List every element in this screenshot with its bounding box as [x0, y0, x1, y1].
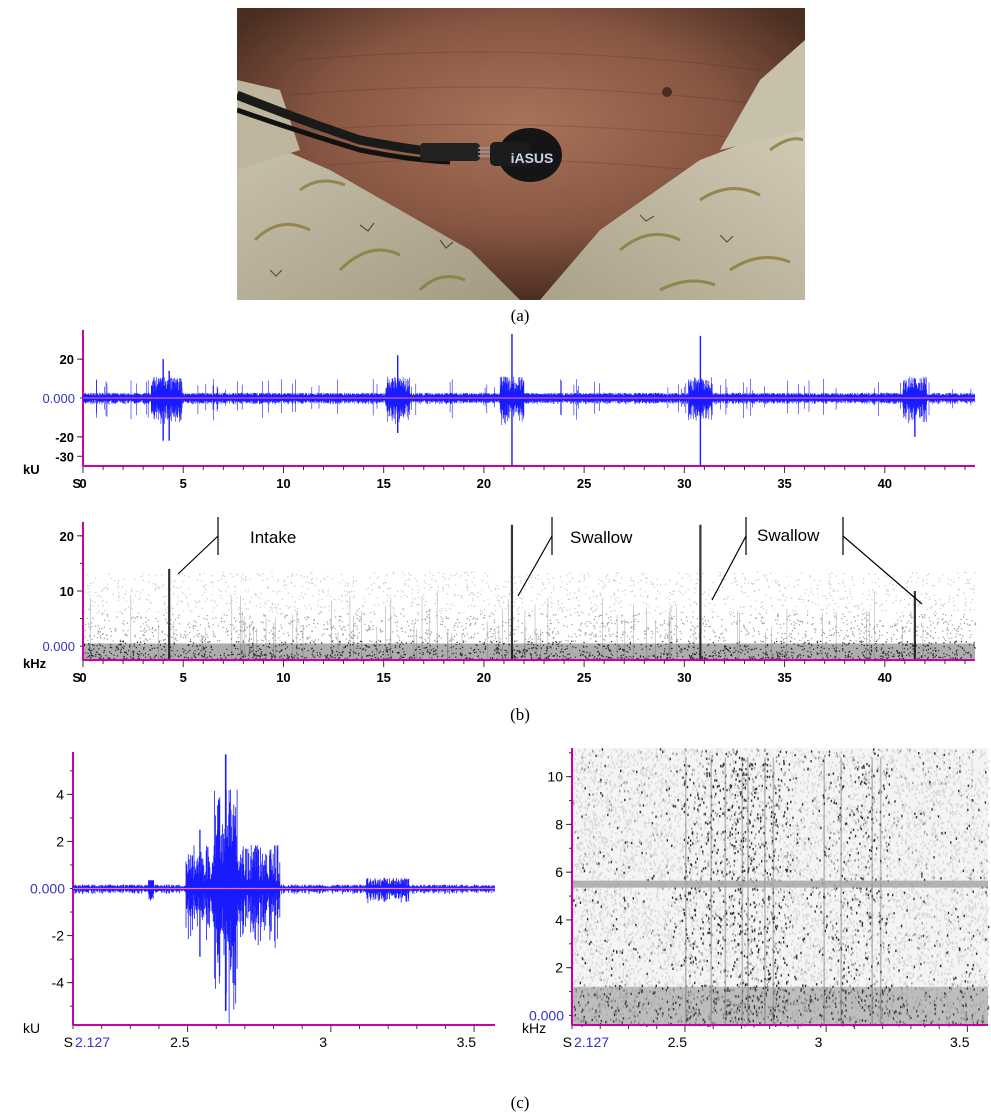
x-tick-label: 3: [319, 1034, 327, 1050]
x-tick-label: 15: [376, 476, 390, 491]
x-tick-label: 30: [677, 670, 691, 685]
x-axis-label: S: [64, 1034, 73, 1050]
x-tick-label: 25: [577, 670, 591, 685]
x-tick-label: 10: [276, 476, 290, 491]
cable-connector: [420, 143, 480, 161]
y-tick-label: 2: [555, 960, 563, 976]
spectrogram-chart-c: 2.5 3 3.5 S 2.127 kHz 10 8 6 4 2 0.000: [522, 748, 990, 1050]
x-tick-label: 3: [815, 1034, 823, 1050]
sensor-neck: [490, 142, 530, 166]
x-tick-label: 5: [180, 476, 187, 491]
y-axis-label: kHz: [23, 656, 47, 671]
annotation-leader: [711, 535, 747, 601]
x-tick-label: 3.5: [457, 1034, 477, 1050]
spectrogram-noise-mid: [84, 613, 977, 642]
x-tick-label: 2.5: [668, 1034, 688, 1050]
waveform-trace: [82, 376, 975, 425]
caption-a: (a): [511, 306, 530, 325]
y-tick-label: -30: [55, 449, 74, 464]
y-tick-label: 6: [555, 864, 563, 880]
y-tick-label: 4: [555, 912, 563, 928]
x-tick-label: 40: [878, 476, 892, 491]
shirt-ink-marks: [269, 214, 734, 277]
y-tick-label: 4: [56, 786, 64, 802]
annotation-label: Swallow: [757, 526, 820, 545]
annotation-leader: [517, 535, 553, 597]
x-axis-label: S: [563, 1034, 572, 1050]
y-tick-label: 8: [555, 816, 563, 832]
caption-b: (b): [510, 705, 530, 724]
waveform-chart-c: 2.5 3 3.5 S 2.127 kU 4 2 -2 -4 0.000: [23, 752, 495, 1050]
y-tick-label: 20: [60, 529, 74, 544]
y-axis-label: kU: [23, 1020, 40, 1036]
x-tick-label: 15: [376, 670, 390, 685]
x-tick-label: 20: [477, 670, 491, 685]
y-axis-label: kU: [23, 462, 40, 477]
x-tick-label: 5: [180, 670, 187, 685]
spectrogram-grain-mid: [572, 748, 990, 1028]
zero-label: 0.000: [30, 881, 65, 897]
waveform-trace: [72, 789, 495, 1024]
x-tick-label: 40: [878, 670, 892, 685]
y-tick-label: -2: [52, 928, 65, 944]
photo-panel: iASUS: [237, 8, 805, 300]
x-tick-label: 10: [276, 670, 290, 685]
x-tick-label: 30: [677, 476, 691, 491]
shirt-collar-right-top: [720, 40, 805, 150]
y-tick-label: 10: [547, 769, 563, 785]
x-axis-label: S: [72, 476, 81, 491]
sensor-logo: iASUS: [511, 150, 554, 166]
waveform-chart-b: 0 5 10 15 20 25 30 35 40 SkU 20 -20 -30 0.000: [23, 330, 975, 491]
annotation-label: Intake: [250, 528, 296, 547]
caption-c: (c): [511, 1093, 530, 1112]
y-axis-label: kHz: [522, 1020, 546, 1036]
y-tick-label: -20: [55, 430, 74, 445]
zero-label: 0.000: [529, 1007, 564, 1023]
y-tick-label: 2: [56, 833, 64, 849]
shirt-pattern: [253, 137, 804, 292]
x-start-label: 2.127: [75, 1034, 110, 1050]
y-tick-label: 20: [60, 352, 74, 367]
spectrogram-low-band: [572, 986, 988, 1025]
x-axis-label: S: [72, 670, 81, 685]
spectrogram-low-band: [83, 643, 975, 660]
skin-mole: [662, 87, 672, 97]
annotation-leader: [177, 535, 219, 575]
x-tick-label: 0: [79, 670, 86, 685]
y-tick-label: -4: [52, 975, 65, 991]
x-tick-label: 25: [577, 476, 591, 491]
x-tick-label: 35: [777, 476, 791, 491]
x-tick-label: 20: [477, 476, 491, 491]
spectrogram-noise-high: [83, 571, 976, 615]
zero-label: 0.000: [42, 391, 75, 406]
x-tick-label: 2.5: [170, 1034, 190, 1050]
spectrogram-grain-light: [572, 748, 990, 1028]
x-tick-label: 0: [79, 476, 86, 491]
annotation-leader: [842, 535, 923, 605]
x-start-label: 2.127: [574, 1034, 609, 1050]
x-tick-label: 3.5: [950, 1034, 970, 1050]
x-tick-label: 35: [777, 670, 791, 685]
shirt-collar-left: [237, 130, 520, 300]
annotation-label: Swallow: [570, 528, 633, 547]
y-tick-label: 10: [60, 584, 74, 599]
shirt-collar-right: [540, 120, 805, 300]
zero-label: 0.000: [42, 639, 75, 654]
